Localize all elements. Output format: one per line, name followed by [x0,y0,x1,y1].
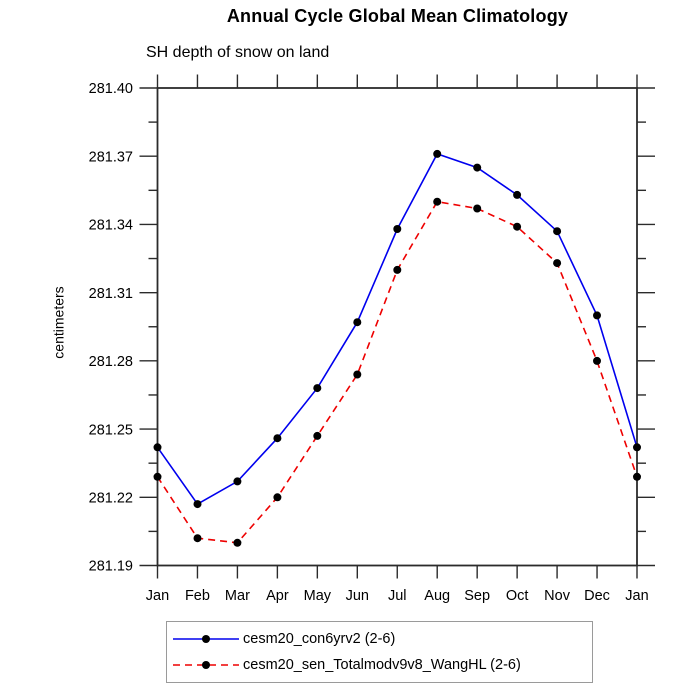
data-point-marker [313,384,322,393]
data-point-marker [273,493,282,502]
data-point-marker [153,443,162,452]
x-tick-label: Jul [388,588,407,604]
x-tick-label: Jan [625,588,648,604]
x-tick-label: Jun [346,588,369,604]
chart-subtitle: SH depth of snow on land [146,44,330,61]
data-point-marker [153,472,162,481]
x-tick-label: Sep [464,588,490,604]
data-point-marker [393,265,402,274]
data-point-marker [193,534,202,543]
data-point-marker [473,204,482,213]
data-point-marker [513,190,522,199]
data-point-marker [473,163,482,172]
x-tick-label: Oct [506,588,529,604]
legend-label: cesm20_sen_Totalmodv9v8_WangHL (2-6) [243,657,521,673]
data-point-marker [553,259,562,268]
data-point-marker [553,227,562,236]
legend-label: cesm20_con6yrv2 (2-6) [243,631,396,647]
y-tick-label: 281.28 [89,354,133,370]
x-tick-label: Apr [266,588,289,604]
x-tick-label: Feb [185,588,210,604]
x-tick-label: Jan [146,588,169,604]
legend-line-sample [173,635,239,643]
y-tick-label: 281.34 [89,218,133,234]
legend-marker-dot [202,635,210,643]
chart-title: Annual Cycle Global Mean Climatology [226,6,569,26]
series-line-1 [156,200,638,544]
y-tick-label: 281.37 [89,149,133,165]
plot-frame [156,87,638,567]
data-point-marker [313,431,322,440]
data-point-marker [273,434,282,443]
x-tick-label: May [304,588,332,604]
y-tick-label: 281.40 [89,81,133,97]
y-tick-label: 281.19 [89,559,133,575]
y-tick-label: 281.31 [89,286,133,302]
x-tick-label: Nov [544,588,571,604]
data-point-marker [593,356,601,365]
data-point-marker [433,149,442,158]
y-tick-label: 281.25 [89,422,133,438]
data-point-marker [353,318,362,327]
legend-item-0: cesm20_con6yrv2 (2-6) [167,626,592,652]
x-tick-label: Mar [225,588,250,604]
legend: cesm20_con6yrv2 (2-6) cesm20_sen_Totalmod… [166,621,593,683]
x-tick-label: Aug [424,588,450,604]
data-point-marker [513,222,522,231]
data-point-marker [233,538,242,547]
y-tick-label: 281.22 [89,490,133,506]
x-tick-label: Dec [584,588,610,604]
data-point-marker [393,225,402,233]
data-point-marker [233,477,242,486]
legend-marker-dot [202,661,210,669]
data-point-marker [593,311,601,320]
data-point-marker [433,197,442,206]
data-point-marker [633,443,641,452]
data-point-marker [353,370,362,379]
legend-item-1: cesm20_sen_Totalmodv9v8_WangHL (2-6) [167,652,592,678]
legend-line-sample [173,661,239,669]
data-point-marker [633,472,641,481]
series-line-0 [156,152,638,506]
data-point-marker [193,500,202,509]
